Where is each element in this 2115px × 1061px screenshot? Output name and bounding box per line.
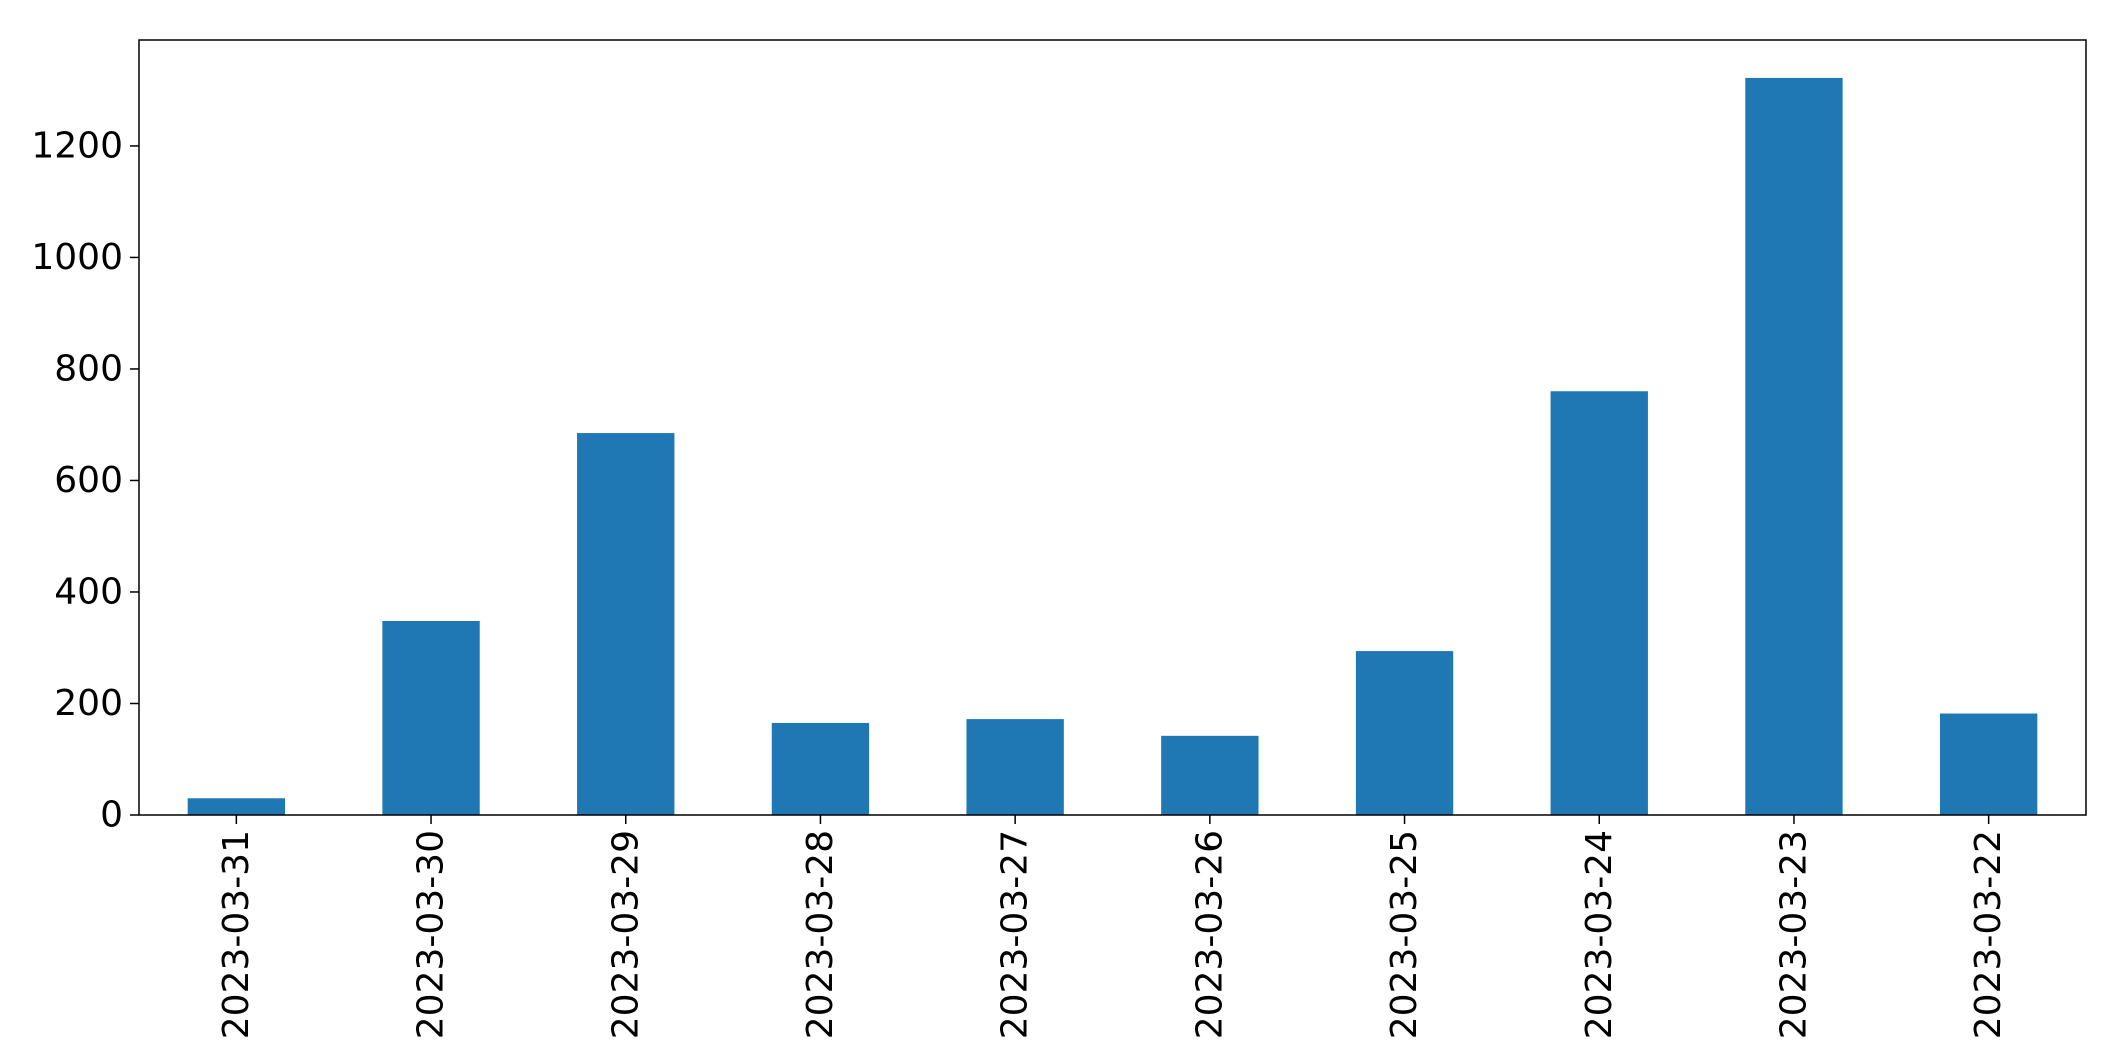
x-tick-label: 2023-03-22 — [1968, 830, 2009, 1039]
y-tick-label: 1000 — [31, 237, 123, 278]
x-tick-label: 2023-03-25 — [1384, 830, 1425, 1039]
bar-2023-03-29 — [577, 433, 675, 815]
x-tick-label: 2023-03-30 — [411, 830, 452, 1039]
y-tick-label: 1200 — [31, 125, 123, 166]
y-tick-label: 600 — [54, 460, 123, 501]
x-tick-label: 2023-03-23 — [1773, 830, 1814, 1039]
bar-2023-03-27 — [966, 719, 1064, 815]
x-tick-label: 2023-03-27 — [995, 830, 1036, 1039]
bar-2023-03-25 — [1355, 651, 1454, 815]
x-axis: 2023-03-31 2023-03-30 2023-03-29 2023-03-28… — [216, 815, 2009, 1039]
y-tick-label: 400 — [54, 571, 123, 612]
bar-2023-03-23 — [1745, 77, 1843, 815]
x-tick-label: 2023-03-29 — [605, 830, 646, 1039]
y-tick-label: 800 — [54, 348, 123, 389]
y-axis: 0 200 400 600 800 1000 1200 — [31, 125, 139, 836]
x-tick-label: 2023-03-28 — [800, 830, 841, 1039]
bar-2023-03-30 — [382, 620, 480, 815]
bar-2023-03-28 — [771, 723, 870, 815]
bar-2023-03-24 — [1550, 391, 1648, 815]
x-tick-label: 2023-03-31 — [216, 830, 257, 1039]
y-tick-label: 0 — [100, 795, 123, 836]
y-tick-label: 200 — [54, 683, 123, 724]
bar-2023-03-31 — [187, 798, 286, 815]
x-tick-label: 2023-03-26 — [1189, 830, 1230, 1039]
x-tick-label: 2023-03-24 — [1579, 830, 1620, 1039]
bars-group — [187, 77, 2038, 815]
plot-frame — [138, 39, 2087, 816]
bar-2023-03-22 — [1939, 713, 2038, 815]
bar-2023-03-26 — [1161, 735, 1259, 815]
